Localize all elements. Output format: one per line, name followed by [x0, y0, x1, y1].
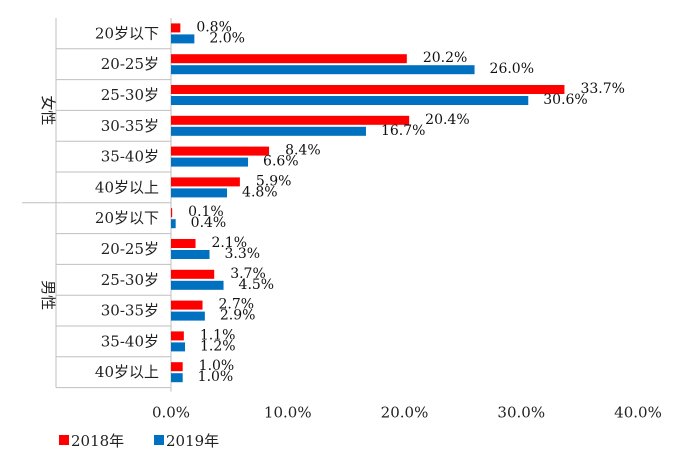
data-label: 26.0%	[490, 61, 534, 77]
category-label: 20岁以下	[95, 24, 159, 42]
bar-2018	[171, 23, 181, 33]
bar-2018	[171, 269, 215, 279]
bar-2019	[171, 157, 249, 167]
bar-2019	[171, 219, 176, 229]
bar-2018	[171, 331, 184, 341]
bar-2019	[171, 65, 475, 75]
data-label: 5.9%	[256, 173, 292, 189]
bar-2019	[171, 342, 186, 352]
data-label: 20.2%	[423, 50, 467, 66]
category-label: 35-40岁	[101, 148, 159, 166]
bar-2019	[171, 250, 210, 259]
data-label: 2.0%	[209, 30, 245, 46]
data-label: 1.0%	[199, 358, 235, 374]
group-label: 女性	[39, 95, 57, 125]
bar-2018	[171, 85, 565, 94]
bar-2019	[171, 188, 228, 198]
category-label: 20-25岁	[101, 240, 159, 258]
bar-2018	[171, 177, 240, 187]
bar-2019	[171, 280, 224, 290]
category-label: 25-30岁	[101, 271, 159, 289]
legend-swatch-2019	[154, 435, 164, 445]
data-label: 0.1%	[188, 204, 224, 220]
x-tick-label: 40.0%	[614, 404, 662, 422]
category-label: 40岁以上	[95, 363, 159, 381]
bar-2019	[171, 373, 183, 383]
legend-label: 2018年	[71, 432, 124, 450]
x-tick-label: 0.0%	[152, 404, 190, 422]
data-label: 30.6%	[543, 92, 587, 108]
data-label: 4.5%	[239, 277, 275, 293]
data-label: 0.8%	[196, 19, 232, 35]
x-tick-label: 20.0%	[381, 404, 429, 422]
data-label: 2.9%	[220, 308, 256, 324]
category-label: 25-30岁	[101, 86, 159, 104]
bar-2019	[171, 126, 366, 136]
bar-2018	[171, 300, 203, 310]
bar-2019	[171, 34, 195, 44]
bar-2018	[171, 362, 183, 372]
bar-2018	[171, 54, 407, 64]
x-tick-label: 10.0%	[264, 404, 312, 422]
data-label: 1.0%	[198, 369, 234, 385]
bar-2018	[171, 239, 196, 248]
data-label: 1.2%	[200, 338, 236, 354]
data-label: 3.3%	[225, 246, 261, 262]
legend-swatch-2018	[59, 435, 69, 445]
group-label: 男性	[39, 280, 57, 310]
data-label: 3.7%	[230, 266, 266, 282]
category-label: 35-40岁	[101, 332, 159, 350]
category-label: 20-25岁	[101, 55, 159, 73]
bar-2018	[171, 146, 270, 156]
data-label: 4.8%	[242, 184, 278, 200]
bar-2019	[171, 311, 205, 321]
x-tick-label: 30.0%	[497, 404, 545, 422]
data-label: 33.7%	[580, 81, 624, 97]
legend-label: 2019年	[166, 432, 219, 450]
data-label: 6.6%	[263, 154, 299, 170]
category-label: 40岁以上	[95, 178, 159, 196]
data-label: 16.7%	[381, 123, 425, 139]
bar-2018	[171, 208, 173, 218]
category-label: 30-35岁	[101, 117, 159, 135]
category-label: 30-35岁	[101, 302, 159, 320]
data-label: 8.4%	[285, 143, 321, 159]
data-label: 1.1%	[200, 327, 236, 343]
category-label: 20岁以下	[95, 209, 159, 227]
bar-2018	[171, 115, 410, 125]
data-label: 0.4%	[191, 215, 227, 231]
data-label: 20.4%	[425, 112, 469, 128]
data-label: 2.1%	[212, 235, 248, 251]
bar-2019	[171, 96, 529, 105]
data-label: 2.7%	[219, 297, 255, 313]
